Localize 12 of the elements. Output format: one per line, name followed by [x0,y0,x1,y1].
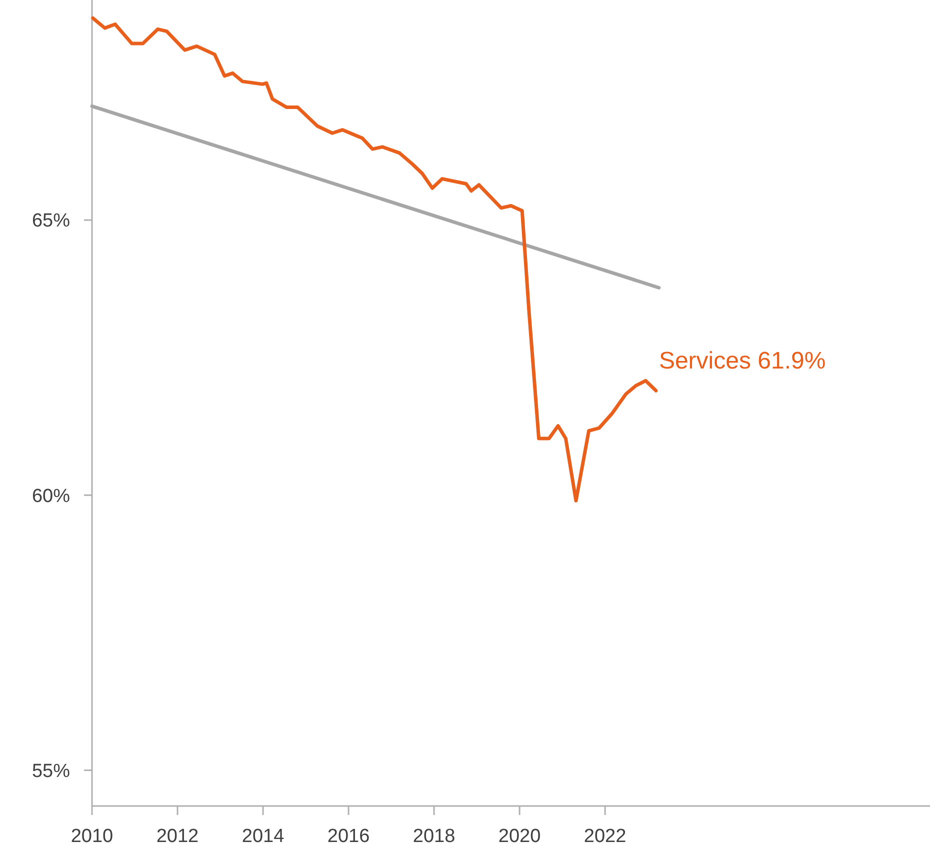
x-tick-label: 2020 [498,826,541,847]
y-tick-label: 65% [32,210,70,232]
x-tick-label: 2022 [584,826,626,847]
y-tick-label: 60% [32,486,70,507]
x-tick-label: 2012 [156,826,199,847]
line-series [91,16,658,502]
x-tick-label: 2014 [242,826,285,847]
y-tick-label: 55% [32,760,70,782]
x-tick-label: 2010 [70,826,114,847]
x-tick-label: 2016 [327,826,370,847]
x-tick-label: 2018 [412,826,456,847]
annotation: Services 61.9% [658,348,826,375]
